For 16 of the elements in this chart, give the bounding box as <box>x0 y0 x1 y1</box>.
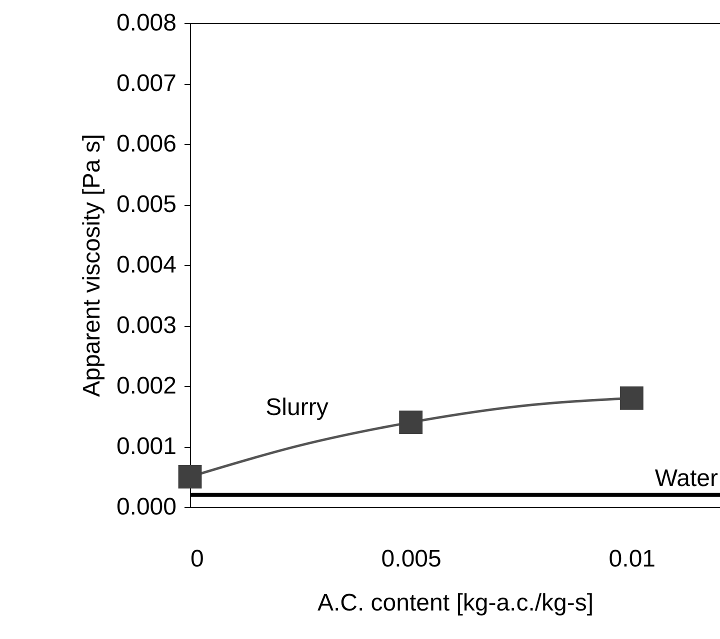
y-tick-label: 0.005 <box>116 191 176 218</box>
x-tick-label: 0.005 <box>381 546 442 572</box>
y-tick-label: 0.002 <box>116 372 176 400</box>
y-tick-label: 0.007 <box>116 70 176 97</box>
y-tick-label: 0.008 <box>116 10 176 36</box>
y-tick-label: 0.000 <box>116 494 176 520</box>
y-axis-title: Apparent viscosity [Pa s] <box>78 134 106 397</box>
y-tick-label: 0.004 <box>116 252 176 278</box>
y-tick-label: 0.003 <box>116 312 176 339</box>
annotation: Slurry <box>266 394 328 421</box>
x-axis-title: A.C. content [kg-a.c./kg-s] <box>317 590 594 616</box>
y-tick-label: 0.006 <box>116 130 176 158</box>
ref-line-label: Water <box>654 464 718 492</box>
y-tick-label: 0.001 <box>116 433 176 460</box>
x-tick-label: 0 <box>190 546 204 572</box>
x-tick-label: 0.01 <box>608 546 656 572</box>
